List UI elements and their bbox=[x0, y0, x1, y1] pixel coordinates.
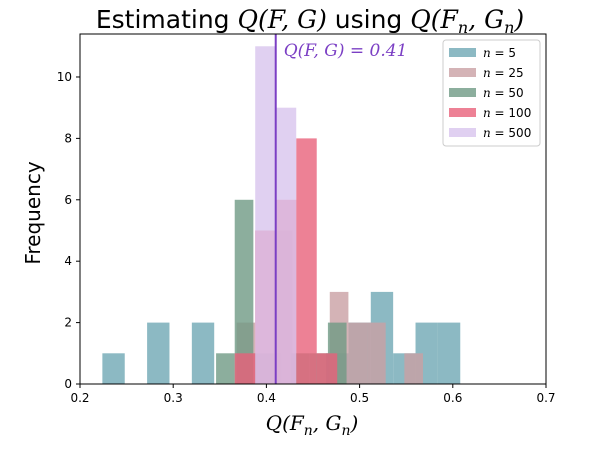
bar bbox=[147, 322, 170, 384]
legend-swatch bbox=[449, 128, 476, 137]
y-tick-label: 0 bbox=[64, 377, 72, 391]
legend-label: n = 100 bbox=[483, 106, 531, 120]
bar bbox=[348, 322, 368, 384]
legend-label: n = 500 bbox=[483, 126, 531, 140]
legend-item: n = 5 bbox=[449, 46, 516, 60]
reference-line-label: Q(F, G) = 0.41 bbox=[284, 41, 408, 61]
bar bbox=[234, 199, 254, 384]
bar bbox=[191, 322, 215, 384]
legend-item: n = 50 bbox=[449, 86, 524, 100]
y-tick-label: 2 bbox=[64, 316, 72, 330]
legend-item: n = 100 bbox=[449, 106, 531, 120]
y-tick-label: 4 bbox=[64, 254, 72, 268]
bar bbox=[437, 322, 461, 384]
bar bbox=[234, 353, 256, 384]
bar bbox=[404, 353, 423, 384]
legend: n = 5 n = 25 n = 50 n = 100 n = 500 bbox=[442, 39, 541, 147]
legend-label: n = 5 bbox=[483, 46, 516, 60]
x-tick-label: 0.6 bbox=[443, 391, 462, 405]
legend-swatch bbox=[449, 48, 476, 57]
y-axis-label: Frequency bbox=[21, 161, 45, 264]
bar bbox=[255, 46, 276, 384]
legend-swatch bbox=[449, 108, 476, 117]
histogram-bars bbox=[102, 46, 461, 385]
reference-line-group: Q(F, G) = 0.41 bbox=[274, 34, 408, 384]
bar bbox=[367, 322, 386, 384]
bar bbox=[216, 353, 235, 384]
legend-box bbox=[442, 39, 541, 147]
bar bbox=[296, 138, 317, 384]
bar bbox=[316, 353, 338, 384]
x-tick-label: 0.2 bbox=[70, 391, 89, 405]
chart-title: Estimating Q(F, G) using Q(Fn, Gn) bbox=[96, 5, 524, 37]
x-tick-label: 0.5 bbox=[350, 391, 369, 405]
plot-frame bbox=[79, 33, 547, 385]
x-tick-label: 0.3 bbox=[164, 391, 183, 405]
x-tick-label: 0.4 bbox=[257, 391, 276, 405]
series-500 bbox=[255, 46, 297, 385]
axes: 0.2 0.3 0.4 0.5 0.6 0.7 0 2 4 6 8 10 bbox=[57, 33, 556, 405]
x-axis-label: Q(Fn, Gn) bbox=[266, 411, 359, 439]
bar bbox=[102, 353, 125, 384]
legend-item: n = 500 bbox=[449, 126, 531, 140]
legend-swatch bbox=[449, 68, 476, 77]
y-tick-label: 10 bbox=[57, 70, 72, 84]
y-tick-label: 6 bbox=[64, 193, 72, 207]
legend-swatch bbox=[449, 88, 476, 97]
bar bbox=[275, 107, 297, 385]
legend-item: n = 25 bbox=[449, 66, 524, 80]
x-tick-label: 0.7 bbox=[536, 391, 555, 405]
y-tick-label: 8 bbox=[64, 131, 72, 145]
legend-label: n = 50 bbox=[483, 86, 524, 100]
legend-label: n = 25 bbox=[483, 66, 524, 80]
